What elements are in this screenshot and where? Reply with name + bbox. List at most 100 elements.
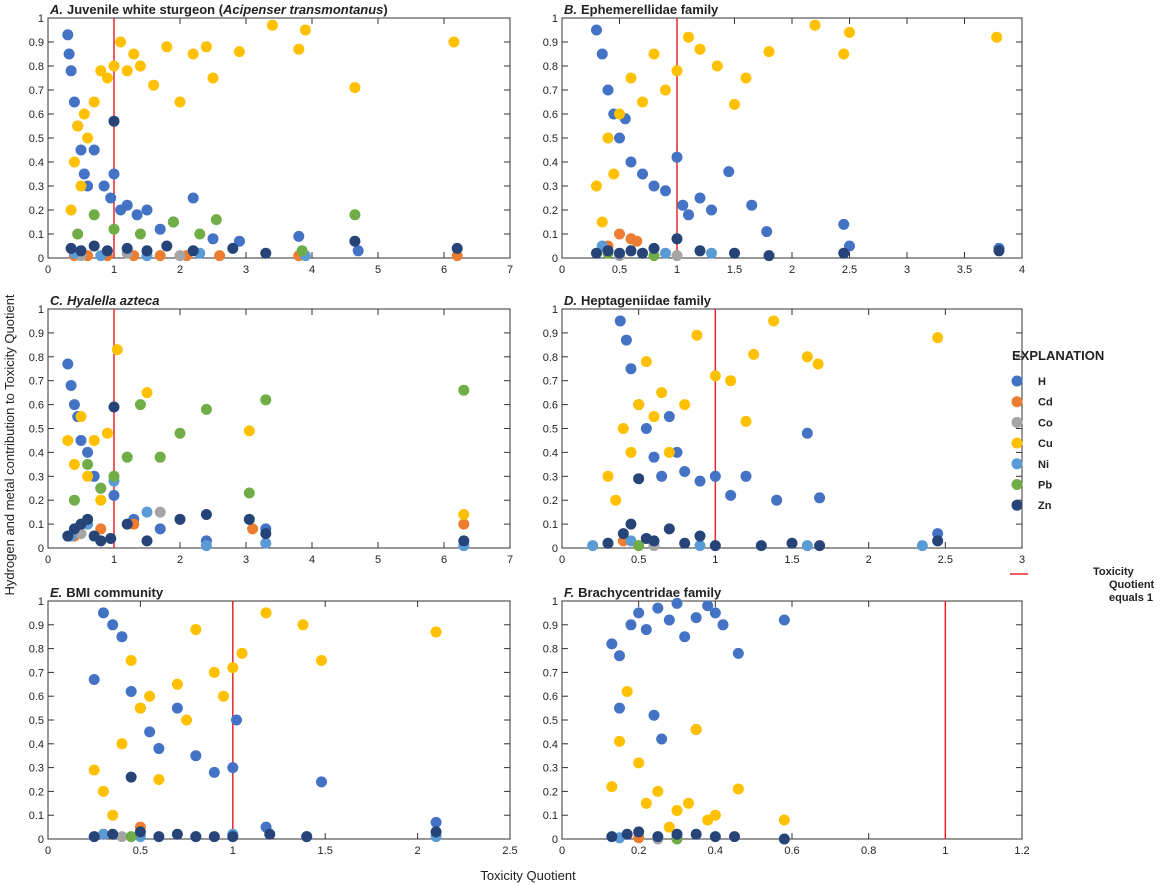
scatter-point [812,358,824,370]
scatter-point [671,151,683,163]
scatter-point [121,518,133,530]
scatter-point [82,513,94,525]
x-tick-label: 0 [45,264,51,276]
scatter-point [709,370,721,382]
scatter-point [620,334,632,346]
panel-letter: A. [49,2,63,17]
y-tick-label: 0.3 [543,471,558,483]
scatter-point [648,709,660,721]
scatter-point [121,242,133,254]
scatter-point [694,43,706,55]
scatter-point [107,809,119,821]
panel-title-part: Juvenile white sturgeon ( [67,2,224,17]
x-tick-label: 0 [45,845,51,857]
panel-title: F. Brachycentridae family [564,585,722,600]
x-tick-label: 0.6 [784,845,799,857]
scatter-point [121,451,133,463]
plot-frame [561,17,1023,259]
scatter-point [633,607,645,619]
scatter-point [621,685,633,697]
y-tick-label: 0.5 [29,133,44,145]
x-tick-label: 1 [111,554,117,566]
scatter-point [174,427,186,439]
scatter-point [709,831,721,843]
scatter-point [153,831,165,843]
scatter-point [838,218,850,230]
scatter-point [633,826,645,838]
y-tick-label: 0.8 [543,644,558,656]
scatter-point [108,60,120,72]
scatter-point [108,168,120,180]
y-tick-label: 0.4 [29,157,44,169]
scatter-point [625,518,637,530]
y-tick-label: 0.8 [29,644,44,656]
x-tick-label: 2 [177,264,183,276]
scatter-point [95,494,107,506]
scatter-point [763,250,775,262]
scatter-point [171,702,183,714]
scatter-point [72,228,84,240]
scatter-point [299,24,311,36]
scatter-point [652,831,664,843]
y-tick-label: 0.5 [543,133,558,145]
scatter-point [243,425,255,437]
x-tick-label: 1.5 [727,264,742,276]
x-tick-label: 0.5 [631,554,646,566]
scatter-point [706,204,717,216]
y-tick-label: 0.6 [543,691,558,703]
y-tick-label: 0.8 [543,352,558,364]
y-tick-label: 0.5 [29,424,44,436]
scatter-point [633,540,645,552]
scatter-point [65,242,77,254]
scatter-point [663,614,675,626]
scatter-point [663,446,675,458]
scatter-point [190,750,202,762]
scatter-point [264,828,276,840]
panel-title: E. BMI community [50,585,164,600]
scatter-point [663,821,675,833]
x-axis-label: Toxicity Quotient [480,868,576,883]
legend-title: EXPLANATION [1012,348,1104,363]
scatter-point [200,41,212,53]
scatter-point [154,250,166,262]
scatter-point [97,607,109,619]
scatter-point [637,247,648,259]
scatter-point [88,764,100,776]
scatter-point [587,540,599,552]
scatter-point [233,235,245,247]
scatter-point [72,120,84,132]
y-tick-label: 0 [38,834,44,846]
scatter-point [709,607,721,619]
scatter-point [656,387,668,399]
scatter-point [671,233,683,245]
scatter-point [75,144,87,156]
scatter-point [671,597,683,609]
scatter-point [200,509,212,521]
scatter-point [614,702,625,714]
x-tick-label: 0 [559,264,565,276]
y-tick-label: 0.4 [29,739,44,751]
x-tick-label: 6 [441,554,447,566]
scatter-point [107,619,119,631]
y-tick-label: 0 [552,253,558,265]
panel-title-part: Acipenser transmontanus [222,2,383,17]
panel-title-part: BMI community [66,585,164,600]
x-tick-label: 0.8 [861,845,876,857]
scatter-point [349,235,361,247]
scatter-point [75,411,87,423]
scatter-point [625,72,637,84]
scatter-point [660,185,671,197]
scatter-point [602,84,614,96]
panel-letter: F. [564,585,574,600]
x-tick-label: 2 [789,264,795,276]
legend-label: Co [1038,417,1053,429]
x-tick-label: 1.5 [784,554,799,566]
x-tick-label: 5 [375,264,381,276]
scatter-point [809,19,821,31]
scatter-point [771,494,783,506]
scatter-point [141,535,153,547]
y-tick-label: 0.7 [29,667,44,679]
scatter-point [993,245,1005,257]
scatter-point [98,180,110,192]
